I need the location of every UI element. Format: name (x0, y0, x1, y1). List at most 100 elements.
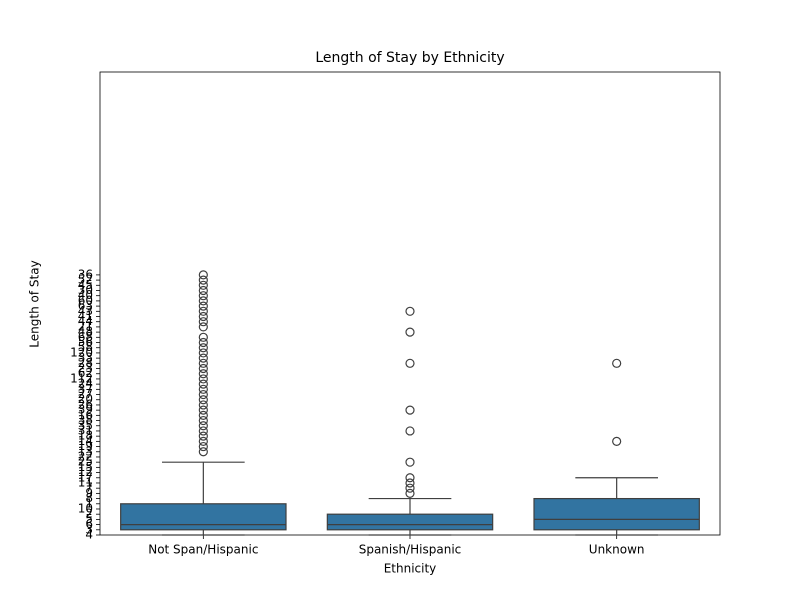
y-tick-label: 41 (78, 309, 93, 323)
outlier (198, 431, 208, 441)
outlier (198, 436, 208, 446)
y-tick-label: 62 (78, 366, 93, 380)
outlier (198, 426, 208, 436)
outlier (405, 478, 415, 488)
y-tick-label: 9 (85, 486, 93, 500)
y-tick-label: 45 (78, 278, 93, 292)
y-tick-label: 48 (78, 325, 93, 339)
outlier (198, 301, 208, 311)
outlier (405, 306, 415, 316)
outlier (405, 327, 415, 337)
box (326, 513, 494, 531)
outlier (198, 296, 208, 306)
outlier (405, 358, 415, 368)
x-tick-label: Unknown (589, 543, 645, 557)
y-tick-label: 2 (85, 507, 93, 521)
y-tick-label: 120 (70, 345, 93, 359)
outlier (612, 358, 622, 368)
y-tick-label: 8 (85, 491, 93, 505)
y-tick-label: 20 (78, 392, 93, 406)
outlier (198, 369, 208, 379)
x-tick-label: Spanish/Hispanic (359, 543, 462, 557)
y-tick-label: 25 (78, 455, 93, 469)
y-tick-label: 112 (70, 371, 93, 385)
outlier (405, 405, 415, 415)
y-tick-label: 4 (85, 528, 93, 542)
outlier (198, 389, 208, 400)
y-tick-label: 30 (78, 283, 93, 297)
outlier (405, 473, 415, 483)
y-tick-label: 19 (78, 439, 93, 453)
outlier (198, 441, 208, 452)
y-tick-label: 23 (78, 361, 93, 375)
y-tick-label: 24 (78, 377, 93, 391)
y-tick-label: 63 (78, 299, 93, 313)
y-tick-label: 22 (78, 449, 93, 463)
y-tick-label: 7 (85, 481, 93, 495)
outlier (198, 447, 208, 457)
y-tick-label: 43 (78, 304, 93, 318)
y-tick-label: 60 (78, 293, 93, 307)
x-tick-label: Not Span/Hispanic (148, 543, 258, 557)
outlier (198, 306, 208, 316)
outlier (198, 374, 208, 384)
outlier (198, 405, 208, 415)
y-tick-label: 6 (85, 517, 93, 531)
outlier (405, 457, 415, 467)
outlier (198, 337, 208, 348)
outlier (198, 332, 208, 342)
outlier (198, 353, 208, 363)
outlier (198, 343, 208, 353)
y-tick-label: 17 (78, 470, 93, 484)
outlier (198, 291, 208, 301)
outlier (198, 317, 208, 327)
y-tick-label: 58 (78, 340, 93, 354)
y-tick-label: 16 (78, 408, 93, 422)
y-tick-label: 14 (78, 434, 93, 448)
y-tick-label: 12 (78, 465, 93, 479)
outlier (198, 275, 208, 285)
y-tick-label: 33 (78, 351, 93, 365)
outlier (612, 436, 622, 446)
outlier (198, 363, 208, 374)
y-tick-label: 56 (78, 335, 93, 349)
x-axis-label: Ethnicity (384, 562, 437, 576)
y-tick-label: 31 (78, 423, 93, 437)
outlier (198, 285, 208, 296)
outlier (198, 395, 208, 405)
outlier (198, 358, 208, 368)
y-tick-label: 21 (78, 319, 93, 333)
y-tick-label: 18 (78, 429, 93, 443)
y-tick-label: 15 (78, 460, 93, 474)
plot-frame (99, 71, 721, 536)
outlier (198, 384, 208, 394)
y-axis-label: Length of Stay (28, 260, 42, 347)
y-tick-label: 37 (78, 382, 93, 396)
y-tick-label: 10 (78, 501, 93, 515)
outlier (198, 400, 208, 410)
y-tick-label: 1 (85, 496, 93, 510)
y-tick-label: 44 (78, 314, 93, 328)
y-tick-label: 13 (78, 444, 93, 458)
outlier (198, 379, 208, 389)
y-tick-label: 35 (78, 418, 93, 432)
outlier (198, 410, 208, 420)
y-tick-label: 3 (85, 522, 93, 536)
y-tick-label: 27 (78, 387, 93, 401)
y-tick-label: 68 (78, 330, 93, 344)
box (533, 497, 700, 531)
outlier (198, 280, 208, 290)
y-tick-label: 38 (78, 413, 93, 427)
y-tick-label: 11 (78, 475, 93, 489)
outlier (198, 270, 208, 280)
y-tick-label: 40 (78, 288, 93, 302)
y-tick-label: 39 (78, 403, 93, 417)
y-tick-label: 52 (78, 273, 93, 287)
box (120, 503, 287, 531)
y-tick-label: 26 (78, 397, 93, 411)
outlier (198, 348, 208, 358)
y-tick-label: 36 (78, 267, 93, 281)
outlier (198, 311, 208, 322)
